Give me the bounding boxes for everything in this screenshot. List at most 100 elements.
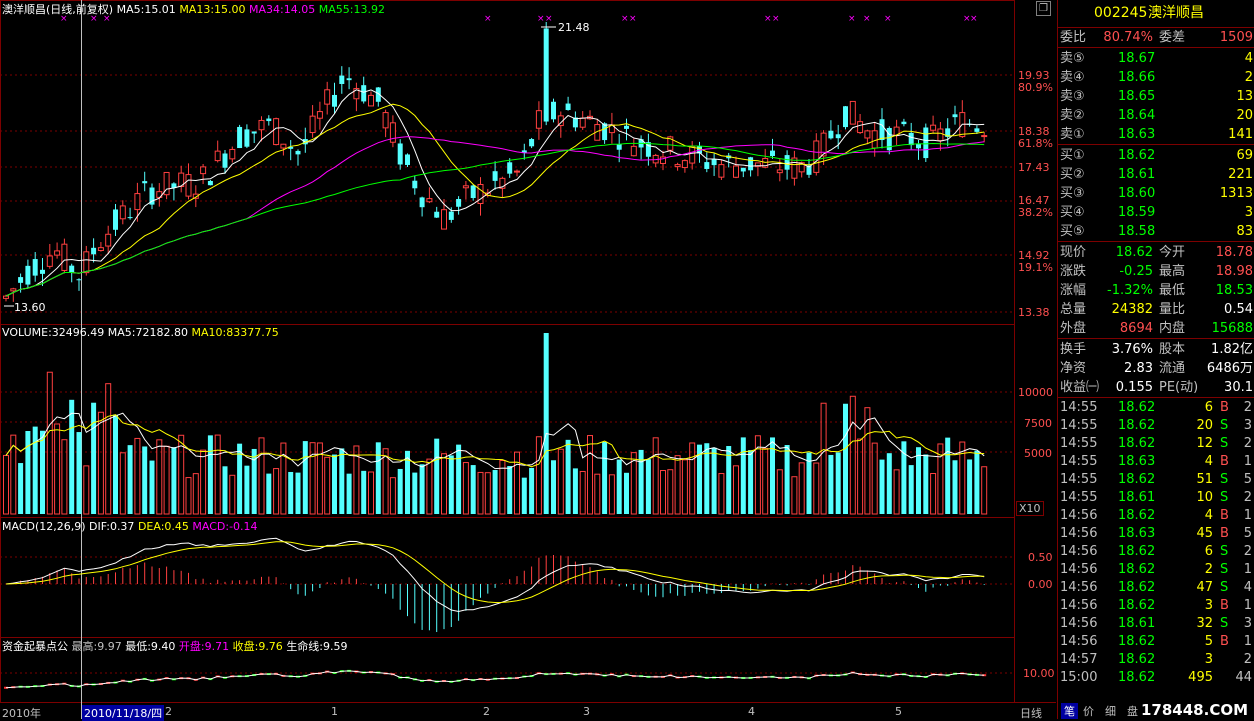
tick-row[interactable]: 14:56 18.61 32 S 3 [1058,615,1254,633]
volume-bar-down [412,472,418,514]
candle-up [754,162,761,167]
macd-axis-label: 0.50 [1028,551,1053,564]
stat-label: 流通 [1159,361,1186,376]
volume-bar-up [514,451,520,515]
stat-label: 内盘 [1159,321,1186,336]
signal-marker: × [963,14,971,24]
book-price: 18.61 [1118,167,1156,182]
volume-bar-up [557,448,564,515]
tick-volume: 6 [1204,400,1213,415]
volume-bar-down [266,473,272,514]
signal-marker: × [621,14,629,24]
volume-bar-up [762,447,769,515]
tab-detail[interactable]: 细 [1105,705,1116,718]
candle-up [849,100,856,125]
candle-down [149,187,155,205]
volume-bar-up [185,477,192,515]
tick-price: 18.63 [1118,454,1156,469]
volume-bar-up [389,477,396,515]
stat-label: PE(动) [1159,380,1199,395]
stat-label: 最高 [1159,264,1186,279]
tick-row[interactable]: 14:55 18.62 20 S 3 [1058,417,1254,435]
candle-up [864,130,871,139]
macd-value: MACD:-0.14 [192,520,258,533]
volume-bar-up [316,442,323,515]
tick-row[interactable]: 14:56 18.62 47 S 4 [1058,579,1254,597]
kline-chart-area[interactable]: × × × × × × × × × × × × × × × 澳洋顺昌(日线,前复权) MA5:15.01 M… [0,0,1056,721]
volume-bar-up [674,455,681,515]
price-axis-label: 13.38 [1018,306,1050,319]
stock-name: 澳洋顺昌 [1148,5,1204,21]
volume-value: VOLUME:32496.49 [2,326,105,339]
tick-row[interactable]: 14:56 18.62 6 S 2 [1058,543,1254,561]
tick-row[interactable]: 14:55 18.62 51 S 5 [1058,471,1254,489]
tick-row[interactable]: 14:56 18.62 3 B 1 [1058,597,1254,615]
order-book-row: 买③ 18.60 1313 [1058,184,1254,203]
candle-up [776,169,783,174]
tick-row[interactable]: 14:55 18.62 6 B 2 [1058,399,1254,417]
volume-bar-up [156,439,163,515]
tick-row[interactable]: 14:56 18.62 2 S 1 [1058,561,1254,579]
period-label[interactable]: 日线 [1020,707,1042,720]
tick-row[interactable]: 14:56 18.63 45 B 5 [1058,525,1254,543]
ma13-line [5,103,985,297]
main-chart-header: 澳洋顺昌(日线,前复权) MA5:15.01 MA13:15.00 MA34:1… [2,3,385,16]
chart-canvas[interactable]: × × × × × × × × × × × × × × × [0,0,1056,719]
tick-price: 18.61 [1118,616,1156,631]
volume-bar-down [828,454,834,514]
candle-up [163,171,170,196]
candle-down [835,134,841,139]
candle-up [353,88,360,100]
candle-up [689,146,696,164]
tick-row[interactable]: 15:00 18.62 495 44 [1058,669,1254,687]
restore-icon[interactable]: ❐ [1036,1,1051,16]
candle-down [843,106,848,128]
order-book-row: 卖④ 18.66 2 [1058,68,1254,87]
candle-up [258,119,265,131]
candle-down [543,28,549,122]
weibi-value: 80.74% [1103,30,1153,45]
candle-up [733,165,739,178]
tick-price: 18.62 [1118,562,1156,577]
candle-down [507,162,513,174]
tab-trades[interactable]: 笔 [1061,703,1078,719]
signal-marker: × [848,14,856,24]
tick-row[interactable]: 14:55 18.62 12 S 2 [1058,435,1254,453]
candle-down [32,259,38,276]
volume-bar-down [521,477,527,514]
tick-row[interactable]: 14:55 18.61 10 S 2 [1058,489,1254,507]
tick-side: S [1220,436,1229,451]
book-level-label: 买① [1060,148,1085,163]
fib-axis-label: 61.8% [1018,137,1053,150]
tick-row[interactable]: 14:56 18.62 4 B 1 [1058,507,1254,525]
book-volume: 4 [1244,51,1253,66]
stat-value: 3.76% [1111,342,1153,357]
tick-side: B [1220,508,1229,523]
fundamental-row: 收益㈠ 0.155 PE(动) 30.1 [1058,378,1254,397]
book-volume: 141 [1228,127,1253,142]
candle-up [630,145,637,157]
volume-bar-down [770,437,775,514]
volume-bar-up [134,437,141,515]
tick-row[interactable]: 14:56 18.62 5 B 1 [1058,633,1254,651]
candle-down [339,75,345,84]
book-price: 18.59 [1118,205,1156,220]
candle-up [579,117,586,128]
tab-price[interactable]: 价 [1083,705,1094,718]
tab-book[interactable]: 盘 [1127,705,1138,718]
volume-ma5: MA5:72182.80 [107,326,188,339]
candle-up [309,115,316,134]
fund-axis-label: 10.00 [1023,667,1055,680]
tick-count: 3 [1243,616,1252,631]
tick-row[interactable]: 14:57 18.62 3 2 [1058,651,1254,669]
stock-title: 002245 澳洋顺昌 [1058,4,1254,23]
watermark-text: 178448.COM [1141,701,1249,719]
stat-label: 今开 [1159,245,1186,260]
tick-price: 18.62 [1118,508,1156,523]
volume-bar-down [18,463,24,514]
stat-label: 总量 [1060,302,1087,317]
volume-bar-up [229,474,236,515]
candle-down [521,150,527,154]
tick-row[interactable]: 14:55 18.63 4 B 1 [1058,453,1254,471]
book-price: 18.62 [1118,148,1156,163]
